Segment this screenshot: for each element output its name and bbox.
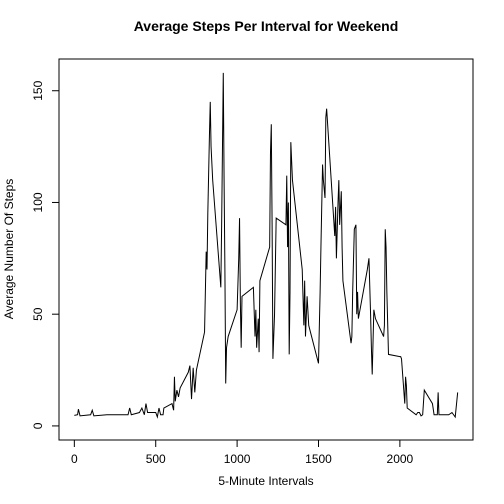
x-tick-label: 500 — [146, 452, 166, 466]
x-tick-label: 2000 — [387, 452, 414, 466]
y-tick-label: 0 — [31, 422, 45, 429]
x-axis-title: 5-Minute Intervals — [218, 474, 313, 488]
plot-box — [58, 58, 474, 441]
y-tick-label: 100 — [31, 192, 45, 212]
y-axis-title: Average Number Of Steps — [2, 179, 16, 320]
y-tick-label: 150 — [31, 80, 45, 100]
chart-title: Average Steps Per Interval for Weekend — [134, 18, 399, 34]
data-line — [74, 72, 459, 419]
x-tick-label: 1000 — [224, 452, 251, 466]
x-tick-label: 0 — [71, 452, 78, 466]
x-tick-label: 1500 — [305, 452, 332, 466]
y-tick-label: 50 — [31, 307, 45, 321]
